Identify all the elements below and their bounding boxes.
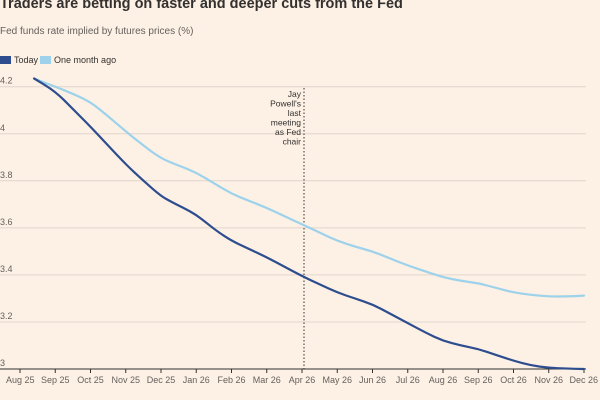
legend-item-today: Today [0, 55, 38, 65]
x-tick-label: Feb 26 [217, 375, 245, 385]
x-tick-label: Aug 26 [429, 375, 458, 385]
x-tick-label: Oct 26 [500, 375, 527, 385]
y-tick-label: 4.2 [0, 76, 13, 86]
x-tick-label: Sep 26 [464, 375, 493, 385]
legend-item-month-ago: One month ago [40, 55, 116, 65]
x-tick-label: Jul 26 [396, 375, 420, 385]
legend-label-today: Today [14, 55, 39, 65]
x-tick-label: Nov 26 [534, 375, 563, 385]
x-axis-ticks: Aug 25 Sep 25 Oct 25 Nov 25 Dec 25 Jan 26 Feb … [6, 369, 598, 385]
y-tick-label: 3.8 [0, 170, 13, 180]
series-line-today [33, 77, 586, 371]
annotation-text: Powell's [270, 99, 301, 109]
legend-swatch-month-ago [40, 56, 52, 64]
annotation-text: chair [283, 137, 302, 147]
x-tick-label: Apr 26 [289, 375, 316, 385]
x-tick-label: Nov 25 [111, 375, 140, 385]
series-line-one-month-ago [33, 77, 586, 298]
x-tick-label: Oct 25 [77, 375, 104, 385]
y-tick-label: 4 [0, 123, 5, 133]
legend: Today One month ago [0, 55, 118, 65]
chart-title: Traders are betting on faster and deeper… [0, 0, 403, 12]
x-tick-label: Sep 25 [41, 375, 70, 385]
x-tick-label: May 26 [322, 375, 352, 385]
y-tick-label: 3.6 [0, 217, 13, 227]
y-axis-ticks: 3 3.2 3.4 3.6 3.8 4 4.2 [0, 76, 13, 368]
y-tick-label: 3.4 [0, 264, 13, 274]
annotation-text: meeting [271, 118, 302, 128]
annotation-text: last [288, 108, 302, 118]
x-tick-label: Aug 25 [6, 375, 35, 385]
chart-subtitle: Fed funds rate implied by futures prices… [0, 26, 194, 37]
x-tick-label: Jan 26 [183, 375, 210, 385]
legend-swatch-today [0, 56, 11, 64]
x-tick-label: Dec 25 [147, 375, 176, 385]
y-tick-label: 3.2 [0, 311, 13, 321]
legend-label-month-ago: One month ago [54, 55, 117, 65]
annotation-text: as Fed [275, 127, 301, 137]
x-tick-label: Jun 26 [359, 375, 386, 385]
series-lines [33, 77, 586, 371]
x-tick-label: Dec 26 [569, 375, 598, 385]
annotation-text: Jay [288, 89, 302, 99]
x-tick-label: Mar 26 [253, 375, 281, 385]
y-tick-label: 3 [0, 358, 5, 368]
